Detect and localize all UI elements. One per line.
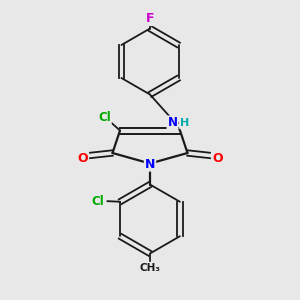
Text: N: N [145,158,155,171]
Text: Cl: Cl [92,195,105,208]
Text: N: N [167,116,178,130]
Text: F: F [146,12,154,25]
Text: O: O [212,152,223,165]
Text: Cl: Cl [98,111,111,124]
Text: O: O [77,152,88,165]
Text: H: H [180,118,189,128]
Text: CH₃: CH₃ [140,262,160,273]
